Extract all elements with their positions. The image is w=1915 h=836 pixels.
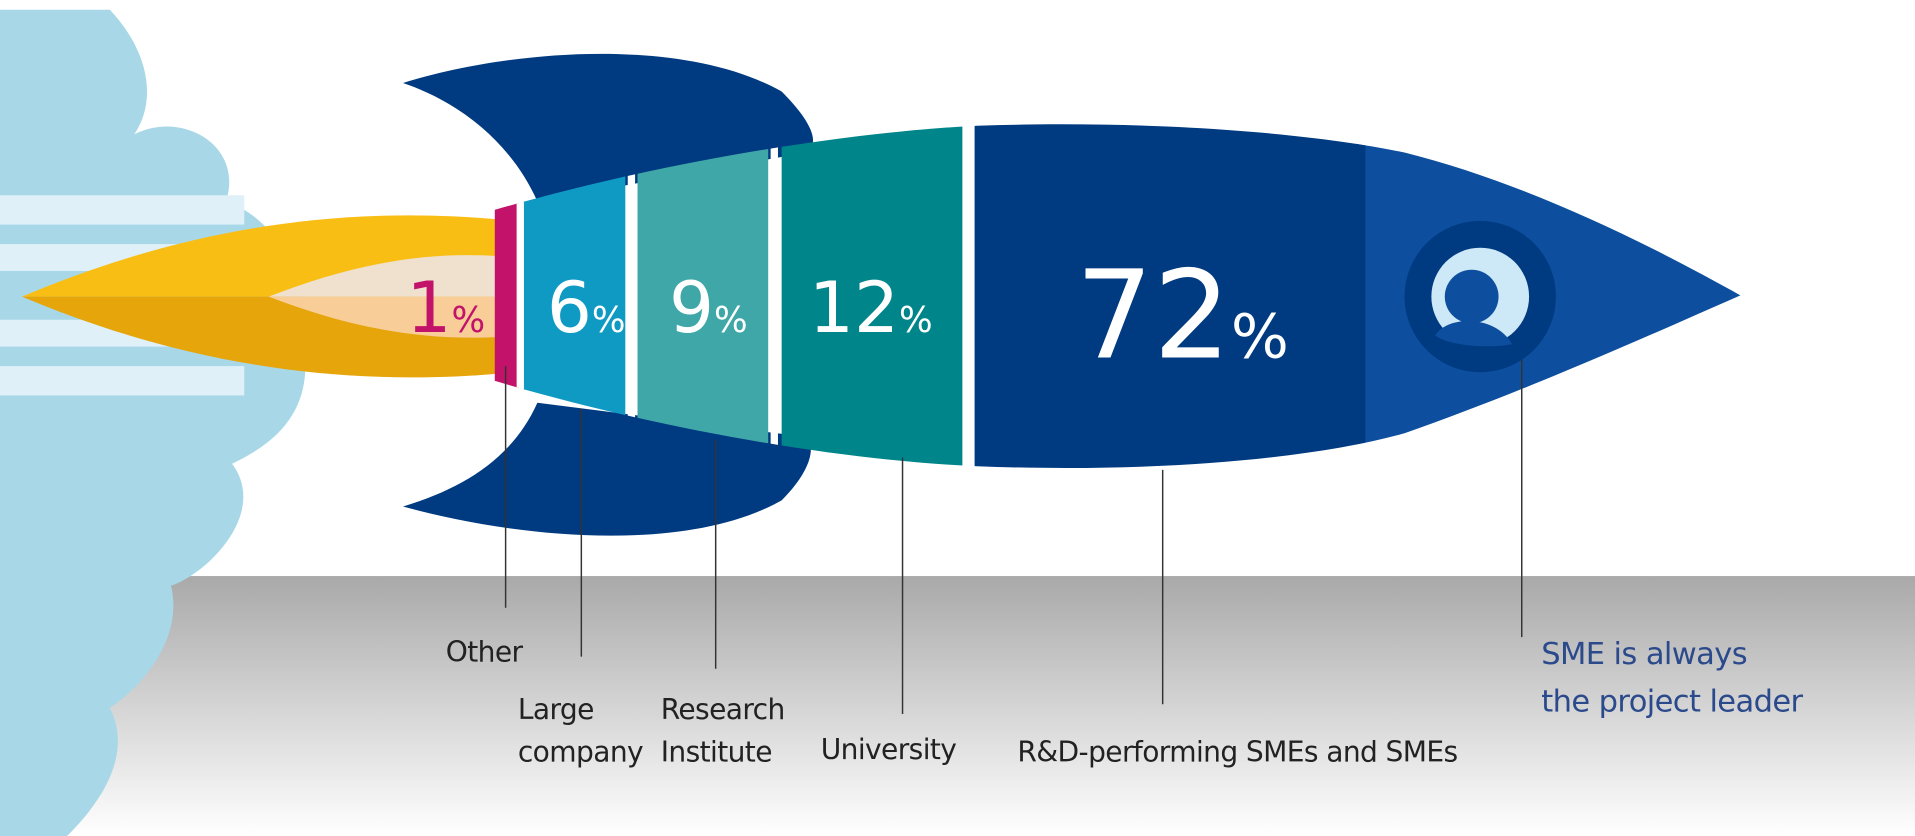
gap	[771, 98, 778, 501]
annotation: SME is always the project leader	[1541, 630, 1802, 725]
annotation-line: SME is always	[1541, 630, 1802, 678]
category-label: Large company	[518, 690, 640, 775]
porthole	[1404, 221, 1555, 372]
annotation-line: the project leader	[1541, 677, 1802, 725]
category-label: Research Institute	[661, 690, 798, 775]
category-label: University	[821, 730, 992, 773]
category-label: R&D-performing SMEs and SMEs	[1017, 732, 1530, 775]
infographic: 1%6%9%12%72% SME is always the project l…	[0, 0, 1915, 836]
canvas: 1%6%9%12%72% SME is always the project l…	[0, 0, 1915, 836]
gap	[965, 98, 972, 501]
category-label: Other	[446, 632, 556, 675]
